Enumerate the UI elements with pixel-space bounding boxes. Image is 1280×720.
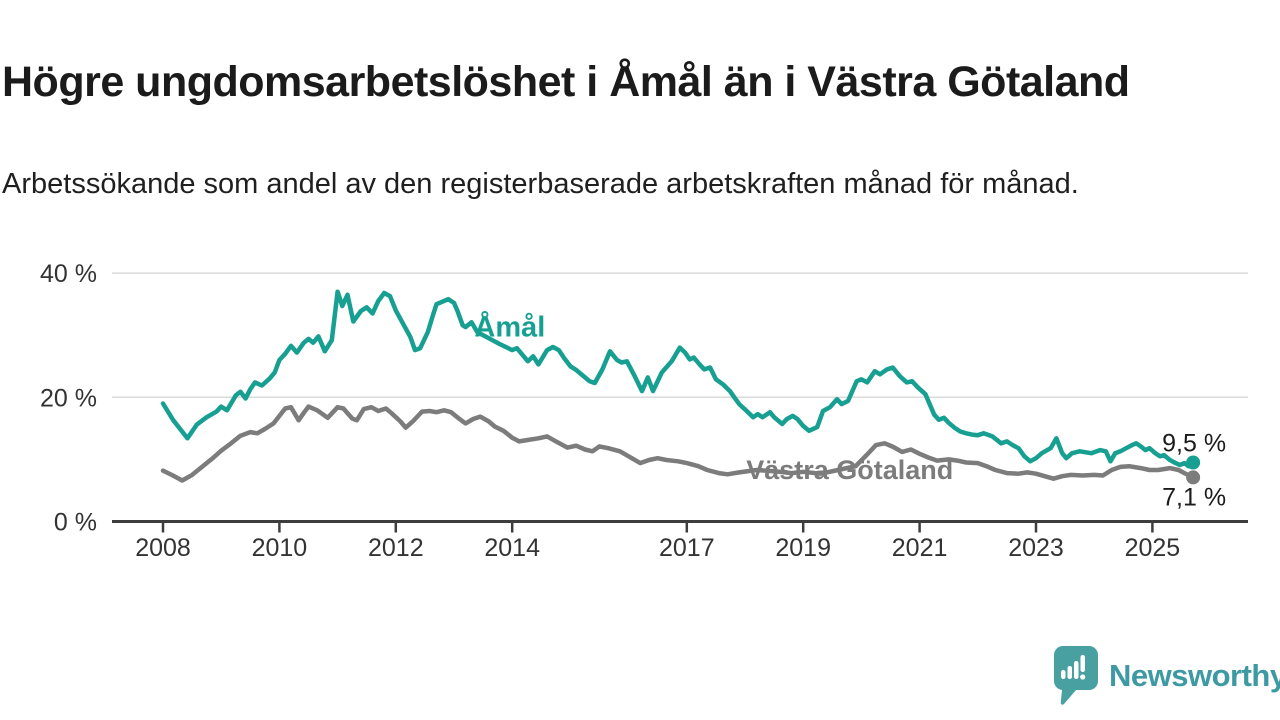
- x-axis-tick-label: 2023: [1008, 534, 1064, 562]
- x-axis-tick-label: 2025: [1125, 534, 1181, 562]
- x-axis-tick-label: 2019: [775, 534, 831, 562]
- chart-area: 0 % 20 % 40 % 2008 2010 2012 2014 2017 2019 2021 2…: [0, 240, 1280, 585]
- x-axis-tick-label: 2014: [484, 534, 540, 562]
- series-end-dot: [1186, 470, 1201, 485]
- newsworthy-wordmark: Newsworthy: [1109, 658, 1280, 693]
- line-chart: 0 % 20 % 40 % 2008 2010 2012 2014 2017 2019 2021 2…: [40, 260, 1248, 562]
- end-value-label: 9,5 %: [1162, 430, 1226, 458]
- series-line-amal: [160, 289, 1196, 469]
- series-line-vastra-gotaland: [160, 404, 1196, 483]
- chart-title: Högre ungdomsarbetslöshet i Åmål än i Vä…: [2, 57, 1130, 106]
- series-end-dot: [1186, 455, 1201, 470]
- series-label: Åmål: [474, 311, 545, 344]
- y-axis-tick-label: 40 %: [40, 260, 97, 288]
- x-axis-tick-label: 2021: [892, 534, 948, 562]
- chart-subtitle: Arbetssökande som andel av den registerb…: [2, 168, 1079, 200]
- speech-bubble-bar-chart-icon: [1053, 646, 1098, 705]
- x-axis-tick-label: 2010: [252, 534, 308, 562]
- y-axis-tick-label: 20 %: [40, 384, 97, 412]
- x-axis-tick-label: 2017: [659, 534, 715, 562]
- series-label: Västra Götaland: [746, 455, 953, 485]
- x-axis-tick-label: 2008: [135, 534, 191, 562]
- y-axis-tick-label: 0 %: [54, 509, 97, 537]
- x-axis-tick-label: 2012: [368, 534, 424, 562]
- newsworthy-logo: Newsworthy: [1053, 646, 1280, 706]
- end-value-label: 7,1 %: [1162, 483, 1226, 511]
